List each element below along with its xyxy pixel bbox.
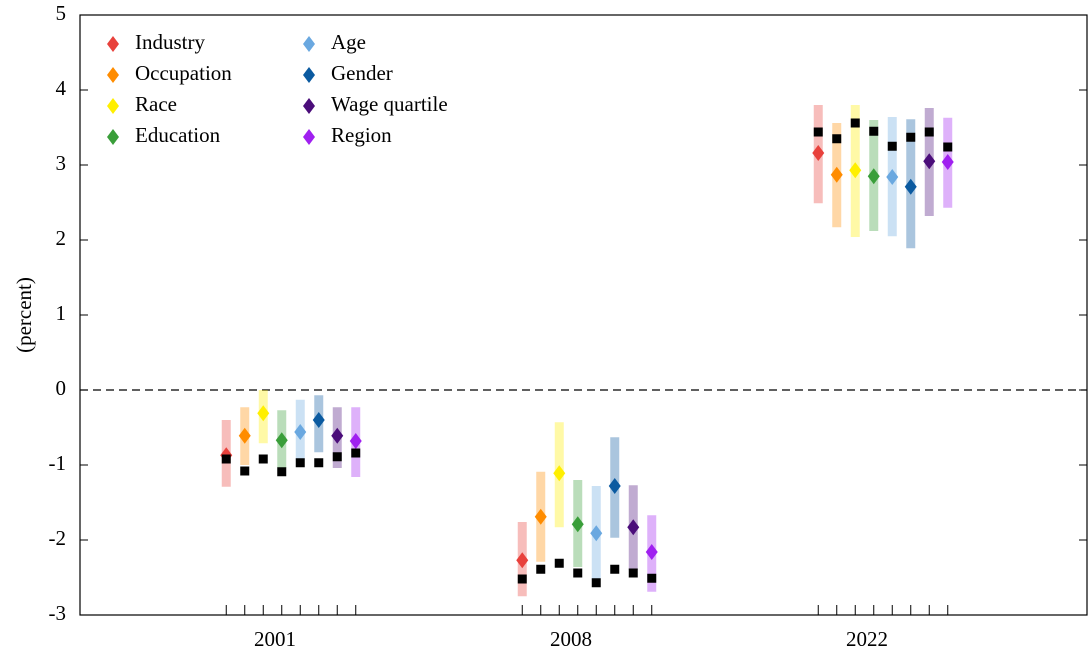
square-marker — [906, 132, 916, 142]
diamond-marker — [257, 405, 270, 422]
square-marker — [258, 454, 268, 464]
legend-label: Wage quartile — [331, 92, 448, 116]
legend-label: Occupation — [135, 61, 232, 85]
square-marker — [610, 564, 620, 574]
square-marker — [887, 141, 897, 151]
legend-label: Race — [135, 92, 177, 116]
square-marker — [295, 458, 305, 468]
diamond-marker — [941, 154, 954, 170]
square-marker — [314, 458, 324, 468]
square-marker — [647, 573, 657, 583]
square-marker — [573, 568, 583, 578]
diamond-marker — [571, 516, 584, 533]
y-tick-label: 4 — [56, 76, 67, 100]
square-marker — [517, 574, 527, 584]
diamond-marker — [312, 412, 325, 428]
x-tick-label: 2008 — [550, 627, 592, 651]
legend-marker — [303, 129, 315, 145]
y-axis-label: (percent) — [12, 277, 36, 353]
diamond-marker — [294, 424, 307, 440]
square-marker — [240, 466, 250, 476]
square-marker — [943, 142, 953, 152]
x-tick-label: 2001 — [254, 627, 296, 651]
diamond-marker — [867, 168, 880, 185]
square-marker — [332, 452, 342, 462]
diamond-marker — [645, 544, 658, 560]
diamond-marker — [534, 508, 547, 525]
square-marker — [813, 127, 823, 137]
diamond-marker — [608, 478, 621, 494]
y-tick-label: 0 — [56, 376, 67, 400]
x-tick-label: 2022 — [846, 627, 888, 651]
legend-label: Education — [135, 123, 221, 147]
diamond-marker — [349, 433, 362, 449]
diamond-marker — [904, 178, 917, 195]
legend-marker — [107, 36, 119, 52]
y-tick-label: -1 — [49, 451, 67, 475]
y-tick-label: 3 — [56, 151, 67, 175]
legend-marker — [107, 98, 119, 114]
diamond-marker — [812, 145, 825, 161]
square-marker — [554, 558, 564, 568]
square-marker — [832, 134, 842, 144]
diamond-marker — [830, 166, 843, 183]
square-marker — [628, 568, 638, 578]
diamond-marker — [590, 525, 603, 542]
square-marker — [924, 127, 934, 137]
legend-label: Age — [331, 30, 366, 54]
plot-frame — [79, 14, 1088, 616]
y-tick-label: -2 — [49, 526, 67, 550]
y-tick-label: -3 — [49, 601, 67, 625]
y-tick-label: 1 — [56, 301, 67, 325]
legend-marker — [107, 129, 119, 145]
diamond-marker — [923, 153, 936, 170]
square-marker — [536, 564, 546, 574]
diamond-marker — [627, 519, 640, 536]
diamond-marker — [849, 162, 862, 179]
y-tick-label: 2 — [56, 226, 67, 250]
diamond-marker — [886, 169, 899, 185]
legend-marker — [303, 67, 315, 83]
square-marker — [850, 118, 860, 128]
square-marker — [869, 126, 879, 136]
legend-label: Industry — [135, 30, 205, 54]
legend-label: Region — [331, 123, 392, 147]
diamond-marker — [238, 427, 251, 444]
legend-marker — [303, 36, 315, 52]
legend-marker — [107, 67, 119, 83]
square-marker — [221, 454, 231, 464]
legend-marker — [303, 98, 315, 114]
square-marker — [277, 467, 287, 477]
square-marker — [591, 578, 601, 588]
diamond-marker — [275, 432, 288, 449]
legend-label: Gender — [331, 61, 393, 85]
diamond-marker — [516, 552, 529, 569]
y-tick-label: 5 — [56, 1, 67, 25]
square-marker — [351, 448, 361, 458]
diamond-marker — [331, 427, 344, 444]
diamond-marker — [553, 465, 566, 482]
